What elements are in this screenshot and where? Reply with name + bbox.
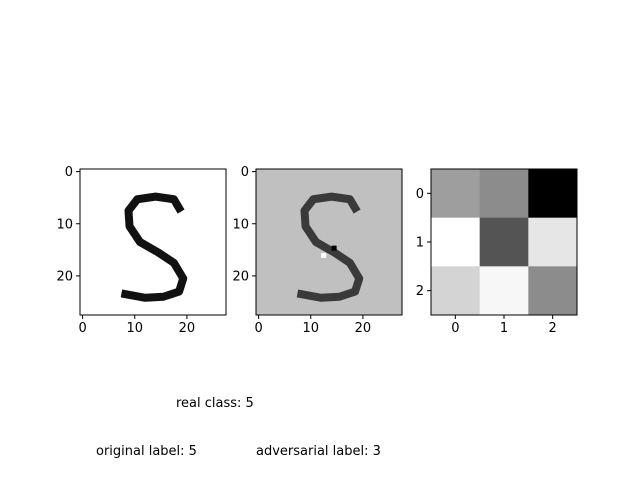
heatmap-cell-2-1 — [479, 266, 529, 316]
panel-perturbation-kernel-xtick-label: 0 — [451, 321, 459, 336]
panel-adversarial-image-background — [256, 169, 402, 315]
panel-adversarial-perturbed-pixel-light — [321, 252, 327, 258]
panel-original-xtick-label: 20 — [179, 321, 196, 336]
panel-perturbation-kernel-xtick-label: 1 — [500, 321, 508, 336]
real-class-caption: real class: 5 — [176, 396, 254, 411]
panel-adversarial-xtick-label: 10 — [302, 321, 319, 336]
panel-original-ytick-label: 20 — [56, 269, 73, 284]
heatmap-cell-0-0 — [431, 169, 481, 219]
panel-original-digit-glyph — [120, 192, 188, 302]
panel-original-ytick-label: 10 — [56, 217, 73, 232]
heatmap-cell-2-0 — [431, 266, 481, 316]
panel-adversarial-ytick-label: 10 — [232, 217, 249, 232]
panel-adversarial-ytick-label: 20 — [232, 269, 249, 284]
panel-adversarial-digit-glyph — [296, 192, 364, 302]
panel-perturbation-kernel-xtick-label: 2 — [549, 321, 557, 336]
heatmap-cell-0-2 — [528, 169, 578, 219]
panel-original-image-background — [80, 169, 226, 315]
panel-original-xtick-label: 0 — [78, 321, 86, 336]
adversarial-label-caption: adversarial label: 3 — [256, 444, 381, 459]
panel-adversarial-xtick-label: 20 — [355, 321, 372, 336]
panel-perturbation-kernel-ytick-label: 2 — [416, 284, 424, 299]
panel-perturbation-kernel-ytick-label: 1 — [416, 236, 424, 251]
panel-perturbation-kernel-ytick-label: 0 — [416, 187, 424, 202]
heatmap-cell-1-1 — [479, 217, 529, 267]
panel-original-xtick-label: 10 — [126, 321, 143, 336]
panel-original-ytick-label: 0 — [65, 165, 73, 180]
original-label-caption: original label: 5 — [96, 444, 197, 459]
panel-adversarial-xtick-label: 0 — [254, 321, 262, 336]
heatmap-cell-1-0 — [431, 217, 481, 267]
heatmap-cell-2-2 — [528, 266, 578, 316]
panel-adversarial-ytick-label: 0 — [241, 165, 249, 180]
panel-adversarial-frame — [255, 168, 403, 316]
panel-adversarial-perturbed-pixel-dark — [331, 245, 337, 251]
heatmap-cell-0-1 — [479, 169, 529, 219]
panel-original-frame — [79, 168, 227, 316]
heatmap-cell-1-2 — [528, 217, 578, 267]
